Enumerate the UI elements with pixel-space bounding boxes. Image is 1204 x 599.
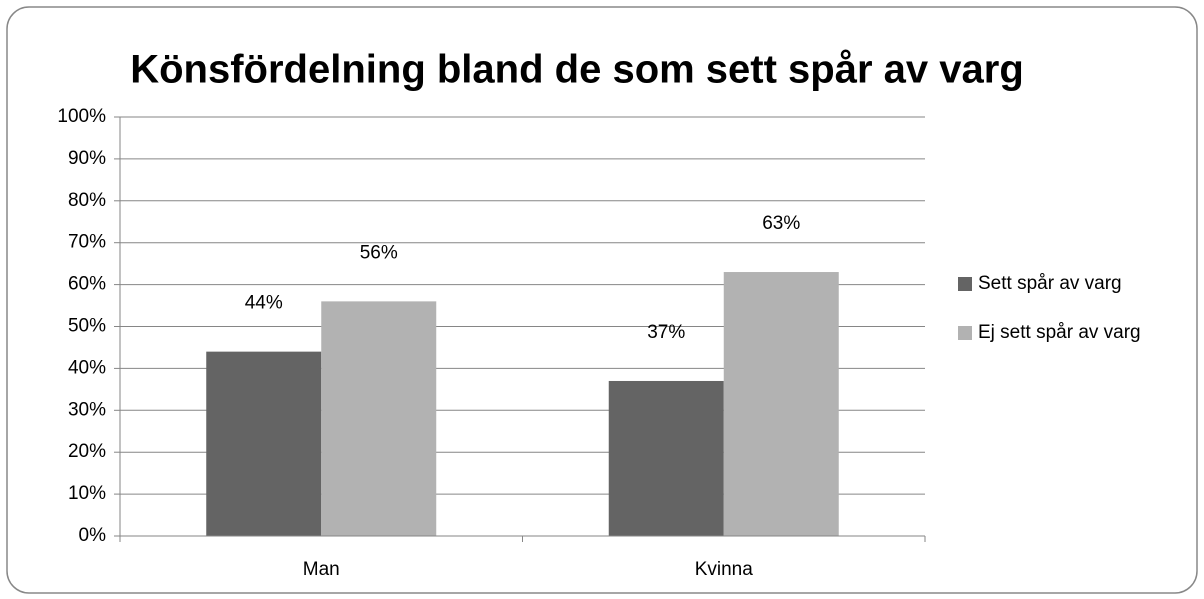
y-tick-label: 0%: [79, 525, 107, 546]
y-tick-label: 40%: [68, 357, 106, 378]
y-tick-label: 100%: [57, 106, 106, 127]
bar: [206, 351, 322, 536]
bar: [321, 301, 437, 536]
x-tick-label: Man: [303, 559, 340, 580]
chart-title: Könsfördelning bland de som sett spår av…: [130, 48, 1024, 92]
y-tick-label: 10%: [68, 483, 106, 504]
legend-label: Ej sett spår av varg: [978, 322, 1141, 343]
y-tick-label: 80%: [68, 190, 106, 211]
data-label: 37%: [647, 322, 685, 343]
bar: [723, 272, 839, 536]
data-label: 44%: [245, 293, 283, 314]
y-tick-label: 30%: [68, 399, 106, 420]
x-tick-label: Kvinna: [695, 559, 754, 580]
legend-label: Sett spår av varg: [978, 273, 1122, 294]
y-tick-label: 90%: [68, 148, 106, 169]
legend-swatch: [958, 277, 972, 291]
y-tick-label: 70%: [68, 232, 106, 253]
y-tick-label: 20%: [68, 441, 106, 462]
y-tick-label: 50%: [68, 316, 106, 337]
bar: [608, 380, 724, 536]
y-tick-label: 60%: [68, 274, 106, 295]
data-label: 56%: [360, 242, 398, 263]
data-label: 63%: [762, 213, 800, 234]
legend-swatch: [958, 326, 972, 340]
chart-frame: [6, 6, 1198, 594]
